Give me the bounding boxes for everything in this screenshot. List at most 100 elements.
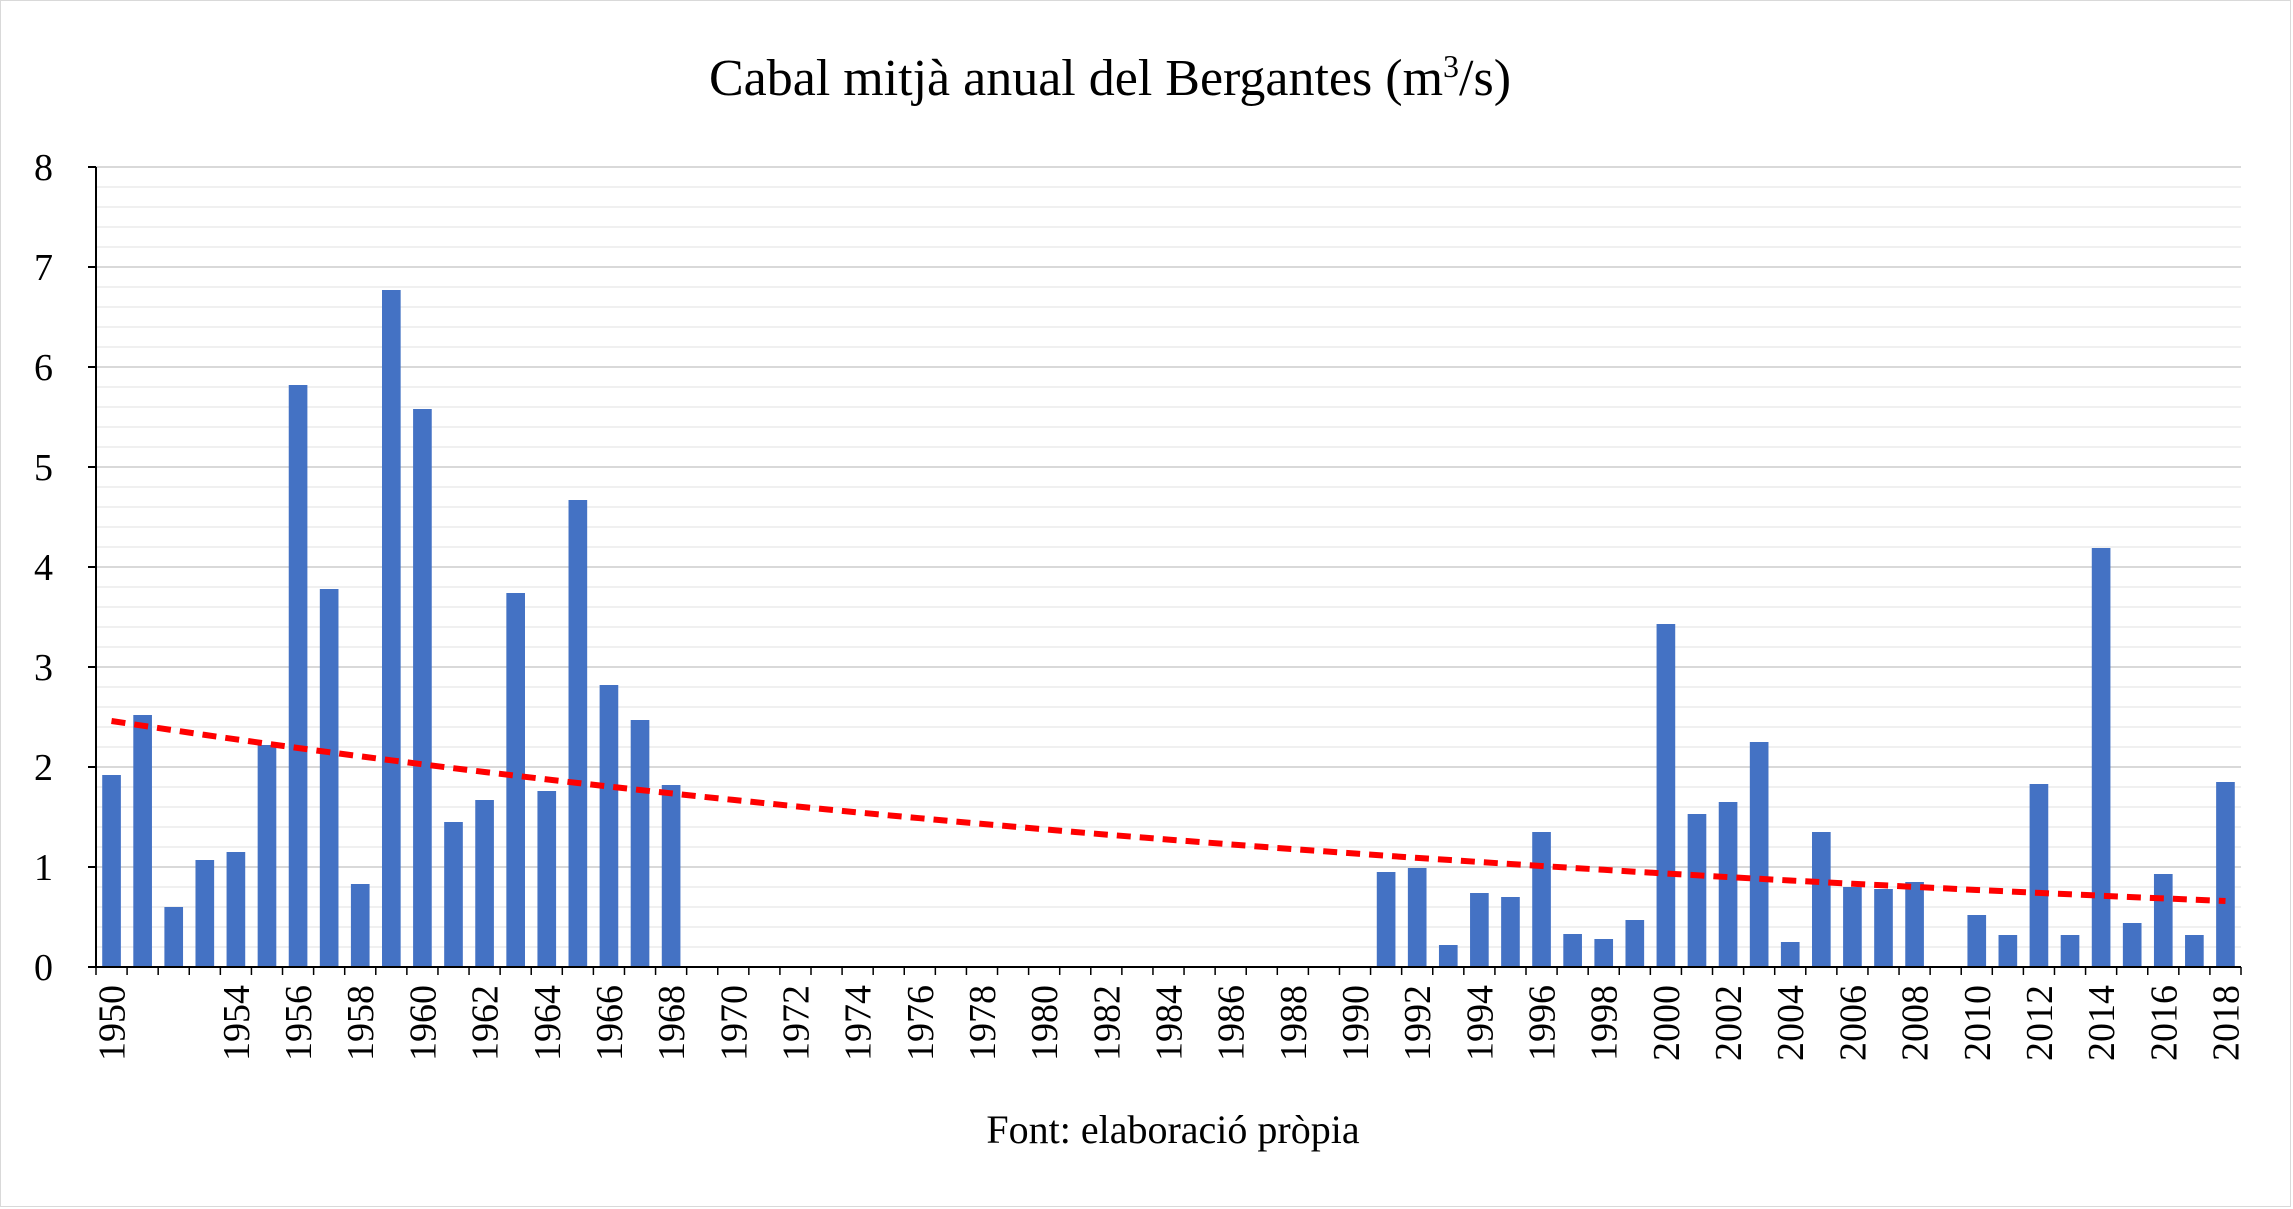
trendline [111, 718, 2226, 904]
y-tick-label: 5 [34, 447, 53, 489]
bar-2013 [2060, 935, 2080, 967]
x-tick-label: 2002 [1708, 985, 1750, 1061]
source-caption: Font: elaboració pròpia [986, 1107, 1359, 1152]
bar-2003 [1749, 742, 1769, 967]
bar-2010 [1967, 915, 1987, 967]
x-tick-label: 1976 [900, 985, 942, 1061]
chart-title: Cabal mitjà anual del Bergantes (m3/s) [709, 48, 1511, 107]
x-tick-label: 1982 [1086, 985, 1128, 1061]
bar-1995 [1501, 897, 1520, 967]
y-tick-label: 4 [34, 547, 53, 589]
x-tick-labels: 1950 1954 1956 1958 1960 1962 1964 1966 1968 1970… [92, 985, 2248, 1061]
x-tick-label: 1958 [340, 985, 382, 1061]
bar-1953 [195, 860, 215, 967]
bar-1958 [350, 884, 370, 967]
bar-2011 [1998, 935, 2018, 967]
bar-1955 [257, 745, 277, 967]
axes [88, 166, 2242, 975]
bar-1951 [133, 715, 152, 967]
y-tick-label: 1 [34, 847, 53, 889]
y-tick-label: 6 [34, 347, 53, 389]
bar-2005 [1812, 832, 1831, 967]
bar-1950 [102, 775, 121, 967]
bar-1961 [444, 822, 463, 967]
bar-1960 [413, 409, 432, 967]
bar-2000 [1656, 624, 1676, 967]
bar-2007 [1874, 889, 1893, 967]
x-tick-label: 1960 [402, 985, 444, 1061]
x-tick-label: 1966 [589, 985, 631, 1061]
x-tick-label: 1950 [92, 985, 134, 1061]
x-tick-label: 1998 [1584, 985, 1626, 1061]
bar-2015 [2122, 923, 2142, 967]
bar-series [102, 290, 2235, 967]
bar-1966 [599, 685, 619, 967]
x-tick-label: 2000 [1646, 985, 1688, 1061]
x-tick-label: 2008 [1895, 985, 1937, 1061]
bar-1964 [537, 791, 557, 967]
bar-2014 [2091, 548, 2111, 967]
bar-1997 [1563, 934, 1582, 967]
bar-1967 [630, 720, 650, 967]
bar-2002 [1718, 802, 1738, 967]
x-tick-label: 1992 [1397, 985, 1439, 1061]
y-tick-label: 2 [34, 747, 53, 789]
x-tick-label: 1996 [1522, 985, 1564, 1061]
bar-2016 [2153, 874, 2173, 967]
x-tick-label: 2014 [2081, 985, 2123, 1061]
x-tick-label: 1994 [1459, 985, 1501, 1061]
title-end: /s) [1459, 50, 1511, 107]
bar-1999 [1625, 920, 1645, 967]
bar-1965 [568, 500, 588, 967]
y-tick-labels: 0 1 2 3 4 5 6 7 8 [34, 147, 53, 989]
bar-2006 [1843, 887, 1862, 967]
bar-1963 [506, 593, 525, 967]
bar-2017 [2185, 935, 2204, 967]
x-tick-label: 2006 [1832, 985, 1874, 1061]
x-tick-label: 2016 [2143, 985, 2185, 1061]
x-tick-label: 1974 [838, 985, 880, 1061]
x-tick-label: 1984 [1149, 985, 1191, 1061]
bar-1954 [226, 852, 246, 967]
x-tick-label: 1962 [465, 985, 507, 1061]
x-tick-label: 1954 [216, 985, 258, 1061]
y-tick-label: 0 [34, 947, 53, 989]
bar-1998 [1594, 939, 1614, 967]
bar-1968 [661, 785, 681, 967]
x-tick-label: 2004 [1770, 985, 1812, 1061]
x-tick-label: 1970 [713, 985, 755, 1061]
title-main: Cabal mitjà anual del Bergantes (m [709, 50, 1443, 107]
x-tick-label: 1972 [775, 985, 817, 1061]
bar-2018 [2216, 782, 2235, 967]
y-tick-label: 3 [34, 647, 53, 689]
bar-2001 [1687, 814, 1707, 967]
bar-1992 [1407, 868, 1427, 967]
bar-1962 [475, 800, 494, 967]
x-tick-label: 1990 [1335, 985, 1377, 1061]
bar-2008 [1905, 882, 1924, 967]
bar-2004 [1780, 942, 1800, 967]
title-superscript: 3 [1443, 48, 1459, 84]
bar-2012 [2029, 784, 2049, 967]
x-tick-label: 1968 [651, 985, 693, 1061]
x-tick-label: 1978 [962, 985, 1004, 1061]
x-tick-label: 1988 [1273, 985, 1315, 1061]
y-tick-label: 7 [34, 247, 53, 289]
bar-1952 [164, 907, 184, 967]
x-tick-label: 2010 [1957, 985, 1999, 1061]
x-tick-label: 1956 [278, 985, 320, 1061]
bar-1959 [382, 290, 401, 967]
bar-1996 [1532, 832, 1551, 967]
y-tick-label: 8 [34, 147, 53, 189]
bar-1956 [288, 385, 308, 967]
bar-1957 [319, 589, 339, 967]
x-tick-label: 1986 [1211, 985, 1253, 1061]
x-tick-label: 1980 [1024, 985, 1066, 1061]
trendline-group [111, 718, 2226, 904]
x-tick-label: 1964 [527, 985, 569, 1061]
bar-1993 [1438, 945, 1458, 967]
bar-1991 [1376, 872, 1396, 967]
x-tick-label: 2012 [2019, 985, 2061, 1061]
